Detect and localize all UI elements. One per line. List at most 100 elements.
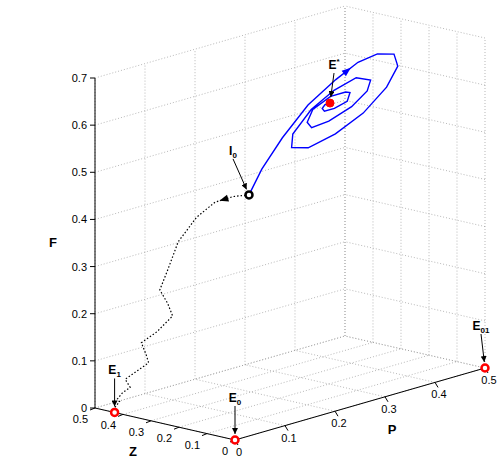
y-tick [174, 427, 179, 429]
grid-line [123, 342, 373, 414]
x-tick-label: 0.2 [331, 417, 346, 429]
z-tick [90, 172, 95, 173]
z-tick [90, 360, 95, 361]
z-tick [90, 219, 95, 220]
grid-line [95, 336, 345, 408]
point-label: E01 [473, 319, 490, 335]
z-axis-domain [95, 78, 96, 408]
direction-arrow [342, 65, 353, 76]
label-index: 0 [232, 151, 237, 160]
y-tick-label: 0.5 [73, 413, 88, 425]
annotation-arrow [235, 406, 236, 434]
label-index: 0 [237, 398, 242, 407]
grid-line [345, 242, 485, 274]
y-tick [202, 434, 207, 436]
y-tick [146, 421, 151, 423]
grid-line [485, 38, 486, 368]
trajectory [115, 195, 249, 413]
label-index: 1 [116, 370, 121, 379]
equilibrium-point [111, 409, 118, 416]
grid-line [345, 289, 485, 321]
z-tick [90, 266, 95, 267]
z-tick [90, 313, 95, 314]
grid-line [345, 336, 485, 368]
z-tick-label: 0.1 [72, 355, 87, 367]
grid-line [195, 49, 196, 379]
annotation-arrow [233, 159, 247, 190]
direction-arrow [218, 195, 229, 204]
y-tick-label: 0 [222, 445, 228, 457]
grid-line [179, 355, 429, 427]
annotation-arrow [481, 334, 484, 362]
z-tick-label: 0.3 [72, 261, 87, 273]
label-base: E [108, 363, 116, 377]
z-tick-label: 0 [81, 402, 87, 414]
annotations: E0E01E1E*I0 [108, 57, 490, 434]
x-tick-label: 0.4 [431, 388, 446, 400]
grid-line [429, 25, 430, 355]
grid-line [245, 35, 246, 365]
grid-line [345, 100, 485, 132]
y-tick-label: 0.1 [185, 439, 200, 451]
grid-line [95, 6, 345, 78]
grid-line [295, 350, 435, 382]
x-tick-label: 0 [236, 446, 242, 458]
x-tick [435, 382, 438, 387]
annotation-arrow [114, 378, 115, 406]
z-tick-label: 0.7 [72, 72, 87, 84]
grid-line [95, 147, 345, 219]
grid-line [345, 6, 346, 336]
grid-line [235, 368, 485, 440]
grid-line [345, 195, 485, 227]
label-base: E [229, 391, 237, 405]
point-label: E1 [108, 363, 121, 379]
y-axis-title: Z [129, 444, 137, 459]
x-axis-domain [235, 368, 485, 440]
x-tick-label: 0.5 [481, 374, 496, 386]
point-label: I0 [229, 144, 237, 160]
grid-line [295, 20, 296, 350]
grid-line [345, 6, 346, 336]
z-tick [90, 78, 95, 79]
z-tick [90, 125, 95, 126]
y-tick [90, 408, 95, 410]
z-tick-label: 0.6 [72, 119, 87, 131]
point-label: E0 [229, 391, 242, 407]
equilibrium-point [326, 99, 334, 107]
y-tick-label: 0.3 [129, 426, 144, 438]
grid-line [345, 53, 485, 85]
chart: 00.10.20.30.40.500.10.20.30.40.500.10.20… [0, 0, 500, 464]
y-tick-label: 0.4 [101, 419, 116, 431]
z-tick-label: 0.4 [72, 213, 87, 225]
label-index: 01 [481, 326, 490, 335]
grid-line [457, 32, 458, 362]
grid-line [95, 289, 345, 361]
grid-line [95, 195, 345, 267]
x-axis-title: P [388, 422, 397, 437]
grid-line [145, 394, 285, 426]
equilibrium-point [232, 437, 239, 444]
point-label: E* [328, 57, 340, 72]
grid-line [245, 365, 385, 397]
annotation-arrow [331, 73, 334, 97]
x-tick-label: 0.3 [381, 403, 396, 415]
grid-line [345, 147, 485, 179]
grid-line [373, 12, 374, 342]
grid-line [151, 349, 401, 421]
x-tick [385, 397, 388, 402]
z-tick [90, 408, 95, 409]
grid [95, 6, 485, 440]
grid-line [145, 64, 146, 394]
x-tick [285, 426, 288, 431]
label-index: * [336, 57, 340, 66]
z-axis-title: F [49, 235, 57, 250]
axes: 00.10.20.30.40.500.10.20.30.40.500.10.20… [49, 72, 497, 459]
equilibrium-point [482, 365, 489, 372]
x-tick-label: 0.1 [281, 432, 296, 444]
grid-line [95, 242, 345, 314]
label-base: E [473, 319, 481, 333]
label-base: E [328, 58, 336, 72]
plot-area [111, 54, 488, 444]
grid-line [95, 100, 345, 172]
grid-line [195, 379, 335, 411]
